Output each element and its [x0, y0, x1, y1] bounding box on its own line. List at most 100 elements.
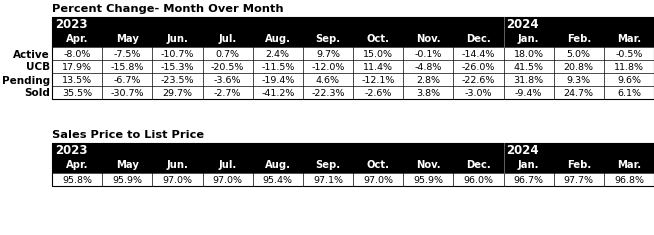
Text: 95.8%: 95.8%	[62, 176, 92, 185]
Text: -30.7%: -30.7%	[111, 89, 144, 98]
Text: -2.6%: -2.6%	[364, 89, 392, 98]
Text: 4.6%: 4.6%	[316, 76, 340, 85]
Text: -15.3%: -15.3%	[161, 63, 194, 72]
Text: 15.0%: 15.0%	[363, 50, 393, 59]
Text: 96.7%: 96.7%	[513, 176, 543, 185]
Bar	[52, 17, 654, 99]
Text: Sep.: Sep.	[315, 161, 341, 171]
Text: 31.8%: 31.8%	[513, 76, 543, 85]
Text: -0.5%: -0.5%	[615, 50, 643, 59]
Text: -12.1%: -12.1%	[362, 76, 395, 85]
Text: 20.8%: 20.8%	[564, 63, 594, 72]
Text: Jul.: Jul.	[218, 161, 237, 171]
Text: 95.4%: 95.4%	[263, 176, 293, 185]
Bar	[52, 159, 654, 173]
Text: -4.8%: -4.8%	[415, 63, 442, 72]
Text: Jan.: Jan.	[518, 35, 540, 44]
Text: -7.5%: -7.5%	[114, 50, 141, 59]
Text: Mar.: Mar.	[617, 35, 641, 44]
Text: Feb.: Feb.	[566, 161, 591, 171]
Bar	[52, 143, 654, 159]
Text: -19.4%: -19.4%	[261, 76, 294, 85]
Text: 95.9%: 95.9%	[413, 176, 443, 185]
Text: -11.5%: -11.5%	[261, 63, 294, 72]
Text: Oct.: Oct.	[367, 35, 390, 44]
Text: 5.0%: 5.0%	[567, 50, 591, 59]
Text: 9.3%: 9.3%	[566, 76, 591, 85]
Text: Aug.: Aug.	[265, 161, 291, 171]
Text: -3.6%: -3.6%	[214, 76, 241, 85]
Text: 17.9%: 17.9%	[62, 63, 92, 72]
Text: Apr.: Apr.	[66, 35, 88, 44]
Text: 9.7%: 9.7%	[316, 50, 340, 59]
Text: 97.0%: 97.0%	[213, 176, 243, 185]
Text: Sep.: Sep.	[315, 35, 341, 44]
Text: May: May	[116, 35, 139, 44]
Text: Jan.: Jan.	[518, 161, 540, 171]
Text: Active: Active	[13, 50, 50, 59]
Text: 29.7%: 29.7%	[162, 89, 192, 98]
Text: 97.7%: 97.7%	[564, 176, 594, 185]
Text: 2.4%: 2.4%	[266, 50, 290, 59]
Text: Mar.: Mar.	[617, 161, 641, 171]
Text: 2024: 2024	[506, 144, 539, 157]
Text: 11.8%: 11.8%	[614, 63, 644, 72]
Text: Jun.: Jun.	[167, 35, 188, 44]
Text: 11.4%: 11.4%	[363, 63, 393, 72]
Bar	[52, 17, 654, 33]
Text: -8.0%: -8.0%	[63, 50, 91, 59]
Text: Dec.: Dec.	[466, 35, 490, 44]
Text: -12.0%: -12.0%	[311, 63, 345, 72]
Text: Jun.: Jun.	[167, 161, 188, 171]
Text: -26.0%: -26.0%	[462, 63, 495, 72]
Text: UCB: UCB	[26, 63, 50, 73]
Text: Oct.: Oct.	[367, 161, 390, 171]
Text: -9.4%: -9.4%	[515, 89, 542, 98]
Text: 41.5%: 41.5%	[513, 63, 543, 72]
Text: 2023: 2023	[55, 18, 88, 31]
Text: -10.7%: -10.7%	[161, 50, 194, 59]
Text: -20.5%: -20.5%	[211, 63, 245, 72]
Text: Nov.: Nov.	[416, 161, 441, 171]
Text: Pending: Pending	[2, 75, 50, 86]
Text: 97.0%: 97.0%	[363, 176, 393, 185]
Text: -0.1%: -0.1%	[415, 50, 442, 59]
Text: -41.2%: -41.2%	[261, 89, 294, 98]
Text: 13.5%: 13.5%	[62, 76, 92, 85]
Text: 35.5%: 35.5%	[62, 89, 92, 98]
Text: -23.5%: -23.5%	[161, 76, 194, 85]
Text: -22.6%: -22.6%	[462, 76, 495, 85]
Text: 97.1%: 97.1%	[313, 176, 343, 185]
Text: -6.7%: -6.7%	[114, 76, 141, 85]
Text: 96.0%: 96.0%	[464, 176, 493, 185]
Text: 97.0%: 97.0%	[162, 176, 192, 185]
Text: 0.7%: 0.7%	[216, 50, 239, 59]
Text: -14.4%: -14.4%	[462, 50, 495, 59]
Text: 95.9%: 95.9%	[112, 176, 143, 185]
Text: Sold: Sold	[24, 89, 50, 98]
Text: Aug.: Aug.	[265, 35, 291, 44]
Text: Percent Change- Month Over Month: Percent Change- Month Over Month	[52, 4, 284, 14]
Text: -22.3%: -22.3%	[311, 89, 345, 98]
Text: Feb.: Feb.	[566, 35, 591, 44]
Text: 2023: 2023	[55, 144, 88, 157]
Text: 3.8%: 3.8%	[416, 89, 440, 98]
Text: 9.6%: 9.6%	[617, 76, 641, 85]
Text: 2024: 2024	[506, 18, 539, 31]
Text: 96.8%: 96.8%	[614, 176, 644, 185]
Text: 18.0%: 18.0%	[513, 50, 543, 59]
Text: Apr.: Apr.	[66, 161, 88, 171]
Text: 6.1%: 6.1%	[617, 89, 641, 98]
Text: -3.0%: -3.0%	[464, 89, 492, 98]
Text: -15.8%: -15.8%	[111, 63, 144, 72]
Bar	[52, 143, 654, 186]
Text: -2.7%: -2.7%	[214, 89, 241, 98]
Text: Jul.: Jul.	[218, 35, 237, 44]
Text: 24.7%: 24.7%	[564, 89, 594, 98]
Text: May: May	[116, 161, 139, 171]
Text: Nov.: Nov.	[416, 35, 441, 44]
Text: Sales Price to List Price: Sales Price to List Price	[52, 130, 204, 140]
Text: Dec.: Dec.	[466, 161, 490, 171]
Text: 2.8%: 2.8%	[416, 76, 440, 85]
Bar	[52, 33, 654, 47]
